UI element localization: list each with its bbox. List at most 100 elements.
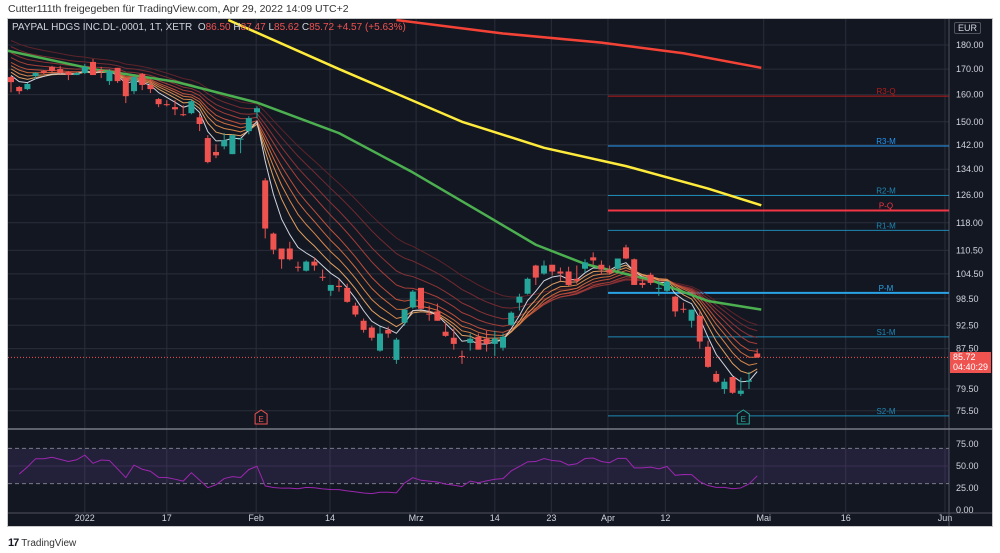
candle-down [483,338,490,344]
candle-up [131,77,137,92]
price-tick-label: 98.50 [956,294,979,304]
moving-average-line [227,19,762,207]
candle-down [139,74,146,85]
candle-down [565,271,572,285]
candle-down [122,78,129,97]
candle-up [541,265,547,274]
moving-average-line [396,19,762,70]
close-value: 85.72 [309,22,335,33]
low-value: 85.62 [274,22,300,33]
candle-down [696,315,703,342]
candle-up [655,287,662,289]
candle-down [295,266,301,268]
brand-name[interactable]: TradingView [21,537,77,549]
candle-up [516,296,523,303]
candle-up [73,73,80,76]
candle-down [352,305,359,315]
time-tick-label: Apr [601,513,615,523]
candle-down [270,233,277,250]
candle-down [631,259,638,285]
candle-down [163,104,170,106]
moving-average-line [8,49,762,311]
time-tick-label: 14 [325,513,335,523]
price-tick-label: 75.50 [956,406,979,416]
candle-down [147,84,154,90]
time-tick-label: 23 [546,513,556,523]
chart-canvas[interactable]: 180.00170.00160.00150.00142.00134.00126.… [8,19,992,526]
candle-up [32,73,39,77]
low-label: L [268,22,275,33]
chart-frame[interactable]: 180.00 170.00 160.00 150.00 142.00 134.00 126.… [7,18,993,527]
last-price-value: 85.72 [953,352,976,362]
candle-down [590,257,597,261]
candle-down [98,70,105,72]
candle-down [311,261,318,266]
ema-ribbon-line [10,57,758,345]
candle-up [237,138,244,140]
time-tick-label: 12 [660,513,670,523]
candle-up [24,83,31,90]
candle-up [508,312,515,325]
candle-down [442,331,449,336]
candle-down [213,152,219,156]
candle-down [368,327,375,338]
candle-down [319,276,326,278]
pivot-label: S2-M [876,407,895,416]
currency-badge[interactable]: EUR [954,22,982,34]
candle-down [65,72,72,76]
candle-down [606,269,613,273]
share-attribution: Cutter111th freigegeben für TradingView.… [8,3,349,15]
change-value: +4.57 (+5.63%) [336,22,406,33]
ema-ribbon-line [10,68,758,366]
candle-down [729,377,736,393]
time-tick-label: 16 [841,513,851,523]
candle-down [155,99,162,105]
price-tick-label: 110.50 [956,245,983,255]
open-label: O [197,22,206,33]
candle-up [327,284,334,291]
price-pane: R3-Q R3-M R2-M P-Q R1-M P-M S1-M S2-M [8,19,949,417]
candle-up [393,339,400,360]
candle-down [196,117,203,125]
candle-down [180,114,187,116]
candle-down [647,274,654,283]
rsi-tick-label: 75.00 [956,439,979,449]
candle-up [229,135,236,155]
candle-down [598,264,605,270]
candle-up [377,333,383,351]
pivot-label: S1-M [876,328,895,337]
candle-down [90,61,96,76]
candle-down [475,336,482,350]
candle-up [582,262,588,269]
tradingview-logo-icon[interactable]: 17 [8,537,19,549]
candle-down [286,248,293,260]
pivot-label: R3-M [876,137,896,146]
candle-down [40,71,47,74]
candle-down [8,77,14,83]
price-tick-label: 150.00 [956,117,984,127]
candle-down [57,69,64,74]
time-tick-label: Jun [938,513,953,523]
time-tick-label: 17 [162,513,172,523]
candle-up [664,281,670,291]
pivot-label: P-M [879,284,894,293]
candle-down [532,265,539,278]
candle-up [614,258,621,269]
ema-ribbon-line [10,70,758,383]
price-tick-label: 104.50 [956,269,984,279]
candle-up [688,309,695,321]
candle-down [713,373,720,382]
candle-down [459,355,465,357]
price-tick-label: 170.00 [956,64,984,74]
earnings-label: E [258,415,263,424]
candle-up [409,291,416,308]
candle-down [278,248,285,260]
symbol-name[interactable]: PAYPAL HDGS INC.DL-,0001, 1T, XETR [12,22,193,33]
price-tick-label: 160.00 [956,90,984,100]
candle-down [16,87,23,92]
price-tick-label: 134.00 [956,164,984,174]
candle-down [450,337,457,344]
pivot-label: P-Q [879,201,893,210]
price-tick-label: 87.50 [956,344,979,354]
candle-down [385,329,392,334]
